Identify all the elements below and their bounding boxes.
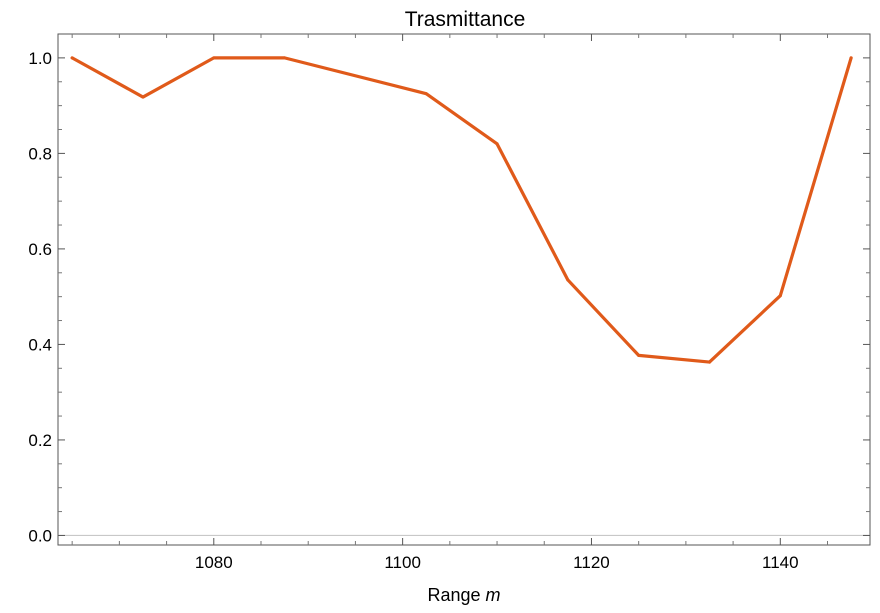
series-point — [849, 56, 853, 60]
x-axis-label-prefix: Range — [427, 585, 485, 605]
y-tick-label: 0.4 — [28, 335, 52, 354]
chart-title: Trasmittance — [405, 8, 526, 31]
series-point — [141, 95, 145, 99]
y-tick-label: 1.0 — [28, 49, 52, 68]
series-point — [707, 360, 711, 364]
series-point — [424, 92, 428, 96]
y-tick-label: 0.8 — [28, 144, 52, 163]
series-point — [70, 56, 74, 60]
y-tick-label: 0.6 — [28, 240, 52, 259]
series-point — [495, 142, 499, 146]
series-layer — [70, 56, 853, 364]
x-tick-label: 1140 — [762, 553, 799, 572]
series-line-0 — [70, 56, 853, 364]
y-tick-label: 0.0 — [28, 526, 52, 545]
x-axis-ticks: 1080 1100 1120 1140 — [71, 34, 829, 572]
x-axis-label: Range m — [427, 585, 500, 605]
series-point — [283, 56, 287, 60]
y-axis-ticks: 0.0 0.2 0.4 0.6 0.8 1.0 — [28, 49, 870, 545]
plot-frame — [57, 33, 871, 546]
series-point — [212, 56, 216, 60]
x-tick-label: 1120 — [573, 553, 610, 572]
x-tick-label: 1100 — [384, 553, 421, 572]
x-tick-label: 1080 — [195, 553, 233, 572]
series-point — [637, 353, 641, 357]
series-point — [566, 278, 570, 282]
y-tick-label: 0.2 — [28, 431, 52, 450]
x-axis-label-variable: m — [486, 585, 501, 605]
series-point — [778, 294, 782, 298]
